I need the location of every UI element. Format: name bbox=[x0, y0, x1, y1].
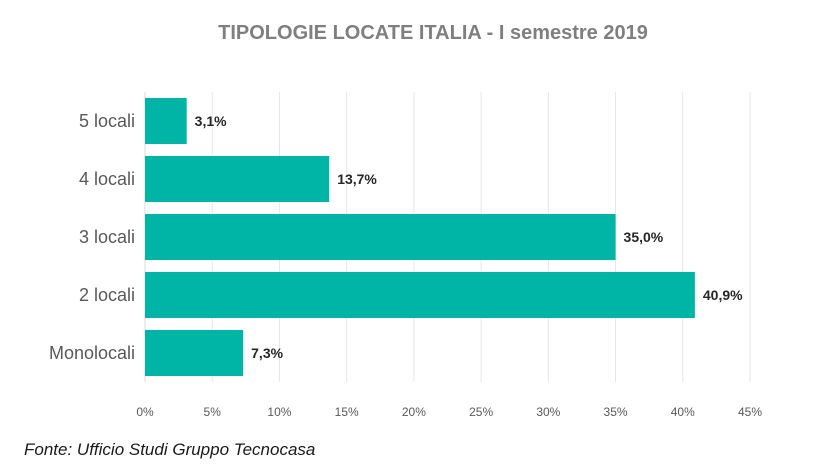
x-tick-label: 10% bbox=[267, 405, 291, 419]
x-tick-label: 20% bbox=[402, 405, 426, 419]
source-note: Fonte: Ufficio Studi Gruppo Tecnocasa bbox=[24, 440, 316, 459]
category-label: 2 locali bbox=[79, 285, 135, 305]
chart-title: TIPOLOGIE LOCATE ITALIA - I semestre 201… bbox=[218, 22, 648, 44]
x-tick-label: 45% bbox=[738, 405, 762, 419]
bar bbox=[145, 272, 695, 318]
bar-chart: 5 locali 4 locali 3 locali 2 locali Monoloca… bbox=[49, 92, 762, 419]
category-label: 4 locali bbox=[79, 169, 135, 189]
bar bbox=[145, 330, 244, 376]
bar bbox=[145, 98, 187, 144]
category-label: 5 locali bbox=[79, 111, 135, 131]
bar bbox=[145, 214, 616, 260]
category-label: Monolocali bbox=[49, 343, 135, 363]
x-tick-label: 30% bbox=[536, 405, 560, 419]
bar bbox=[145, 156, 330, 202]
category-labels: 5 locali 4 locali 3 locali 2 locali Monoloca… bbox=[49, 111, 135, 363]
data-label: 13,7% bbox=[337, 171, 377, 187]
x-tick-label: 5% bbox=[204, 405, 222, 419]
x-tick-label: 40% bbox=[671, 405, 695, 419]
data-label: 3,1% bbox=[195, 113, 227, 129]
x-tick-label: 35% bbox=[604, 405, 628, 419]
x-tick-label: 0% bbox=[136, 405, 154, 419]
x-tick-label: 15% bbox=[335, 405, 359, 419]
value-labels: 3,1% 13,7% 35,0% 40,9% 7,3% bbox=[195, 113, 743, 361]
x-axis-tick-labels: 0% 5% 10% 15% 20% 25% 30% 35% 40% 45% bbox=[136, 405, 762, 419]
data-label: 35,0% bbox=[624, 229, 664, 245]
x-tick-label: 25% bbox=[469, 405, 493, 419]
bars bbox=[145, 98, 695, 376]
data-label: 40,9% bbox=[703, 287, 743, 303]
category-label: 3 locali bbox=[79, 227, 135, 247]
data-label: 7,3% bbox=[251, 345, 283, 361]
